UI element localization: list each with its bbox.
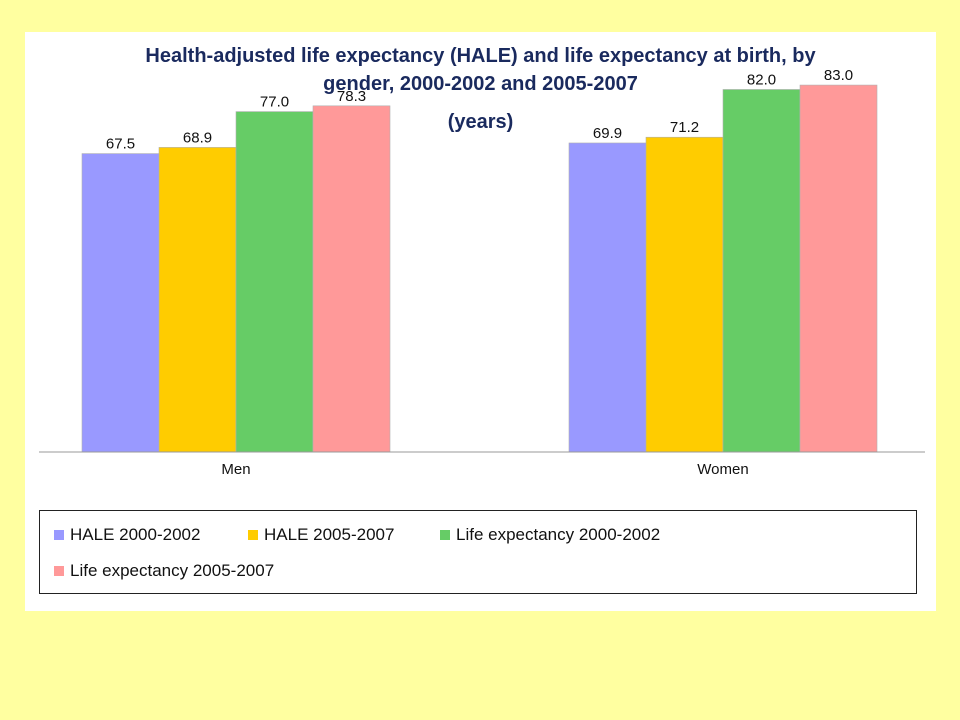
chart-title-line-2: gender, 2000-2002 and 2005-2007 <box>323 73 638 95</box>
x-tick-label-women: Women <box>697 461 748 478</box>
legend-label-2: HALE 2005-2007 <box>264 525 395 544</box>
data-label-women-2: 71.2 <box>670 119 699 136</box>
data-label-men-4: 78.3 <box>337 88 366 105</box>
bar-women-2 <box>645 136 724 453</box>
bar-women-1 <box>568 142 647 453</box>
legend-item-2: HALE 2005-2007 <box>248 525 394 545</box>
bar-chart: 67.5 69.9 68.9 71.2 77.0 82.0 78.3 83.0 Men Women <box>39 67 925 478</box>
bar-men-1 <box>81 153 160 453</box>
data-label-men-3: 77.0 <box>260 94 289 111</box>
bar-men-4 <box>312 105 391 453</box>
bar-men-2 <box>158 147 237 453</box>
legend-label-1: HALE 2000-2002 <box>70 525 201 544</box>
legend-item-3: Life expectancy 2000-2002 <box>440 525 660 545</box>
data-label-men-1: 67.5 <box>106 136 135 153</box>
data-label-women-4: 83.0 <box>824 67 853 84</box>
legend-label-3: Life expectancy 2000-2002 <box>456 525 661 544</box>
legend-swatch-4 <box>54 566 64 576</box>
bar-women-3 <box>722 89 801 453</box>
chart-title: Health-adjusted life expectancy (HALE) a… <box>25 42 936 98</box>
x-tick-label-men: Men <box>221 461 250 478</box>
chart-panel: Health-adjusted life expectancy (HALE) a… <box>25 32 936 611</box>
bar-women-4 <box>799 84 878 453</box>
legend-item-1: HALE 2000-2002 <box>54 525 200 545</box>
chart-title-line-1: Health-adjusted life expectancy (HALE) a… <box>145 45 816 67</box>
data-label-women-1: 69.9 <box>593 125 622 142</box>
data-label-women-3: 82.0 <box>747 71 776 88</box>
legend-item-4: Life expectancy 2005-2007 <box>54 561 274 581</box>
legend-swatch-3 <box>440 530 450 540</box>
chart-legend: HALE 2000-2002 HALE 2005-2007 Life expecta… <box>39 510 917 594</box>
chart-subtitle: (years) <box>447 111 514 133</box>
data-label-men-2: 68.9 <box>183 129 212 146</box>
legend-swatch-1 <box>54 530 64 540</box>
bar-men-3 <box>235 111 314 453</box>
legend-label-4: Life expectancy 2005-2007 <box>70 561 275 580</box>
legend-swatch-2 <box>248 530 258 540</box>
